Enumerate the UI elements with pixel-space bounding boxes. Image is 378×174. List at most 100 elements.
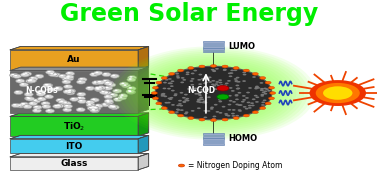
Circle shape — [27, 79, 36, 83]
Circle shape — [161, 77, 167, 79]
Circle shape — [210, 106, 214, 108]
Circle shape — [46, 70, 55, 74]
Circle shape — [252, 111, 258, 114]
Circle shape — [151, 92, 157, 94]
Circle shape — [63, 90, 72, 94]
Circle shape — [96, 72, 98, 73]
Circle shape — [218, 101, 222, 102]
Circle shape — [96, 88, 99, 90]
Circle shape — [156, 81, 162, 84]
Circle shape — [64, 85, 73, 89]
Circle shape — [55, 105, 58, 106]
Polygon shape — [10, 67, 149, 71]
Circle shape — [62, 101, 71, 106]
Text: = Nitrogen Doping Atom: = Nitrogen Doping Atom — [188, 161, 283, 170]
Circle shape — [76, 96, 85, 101]
Circle shape — [228, 109, 231, 111]
Circle shape — [176, 75, 180, 77]
Circle shape — [208, 76, 212, 78]
Circle shape — [183, 101, 186, 103]
Circle shape — [161, 93, 164, 95]
Circle shape — [229, 100, 232, 102]
Circle shape — [77, 99, 87, 104]
Circle shape — [88, 87, 91, 88]
Circle shape — [37, 97, 46, 101]
Bar — [10, 50, 138, 70]
Circle shape — [211, 80, 215, 82]
Circle shape — [197, 79, 201, 81]
Circle shape — [108, 105, 117, 109]
Circle shape — [113, 97, 122, 101]
Circle shape — [90, 98, 99, 102]
Circle shape — [235, 95, 239, 97]
Circle shape — [203, 101, 206, 102]
Circle shape — [237, 92, 241, 94]
Circle shape — [217, 85, 221, 86]
Circle shape — [170, 80, 174, 82]
Circle shape — [57, 104, 60, 106]
Circle shape — [223, 69, 227, 70]
Circle shape — [245, 97, 249, 99]
Bar — [10, 139, 138, 153]
Circle shape — [199, 91, 203, 93]
Circle shape — [129, 91, 132, 92]
Circle shape — [112, 75, 115, 76]
Circle shape — [222, 118, 228, 121]
Circle shape — [89, 106, 98, 110]
Circle shape — [237, 81, 240, 83]
Text: N-CQD: N-CQD — [187, 86, 215, 95]
Circle shape — [248, 105, 252, 106]
Circle shape — [71, 98, 74, 99]
Circle shape — [235, 115, 239, 117]
Circle shape — [101, 80, 110, 84]
Circle shape — [77, 92, 86, 96]
Circle shape — [167, 102, 171, 104]
Circle shape — [25, 72, 28, 74]
Circle shape — [263, 93, 267, 95]
Circle shape — [47, 110, 50, 111]
Circle shape — [178, 69, 184, 72]
Circle shape — [105, 82, 108, 83]
Circle shape — [48, 71, 51, 72]
Circle shape — [60, 101, 63, 102]
Circle shape — [25, 96, 34, 100]
Circle shape — [94, 71, 102, 75]
Circle shape — [186, 73, 189, 75]
Circle shape — [42, 105, 51, 109]
Circle shape — [217, 85, 229, 91]
Circle shape — [79, 81, 82, 82]
Circle shape — [220, 84, 223, 86]
Circle shape — [176, 105, 180, 106]
Circle shape — [23, 72, 32, 76]
Circle shape — [94, 88, 104, 92]
Circle shape — [38, 93, 41, 94]
Circle shape — [235, 85, 239, 86]
Circle shape — [28, 78, 36, 83]
Circle shape — [227, 80, 231, 82]
Circle shape — [22, 103, 25, 105]
Circle shape — [64, 104, 73, 108]
Circle shape — [268, 86, 274, 89]
Circle shape — [252, 76, 256, 78]
Circle shape — [207, 110, 211, 112]
Circle shape — [214, 88, 218, 90]
Circle shape — [33, 109, 42, 113]
Circle shape — [180, 92, 183, 94]
Circle shape — [128, 90, 131, 92]
Circle shape — [188, 67, 194, 69]
Circle shape — [194, 70, 197, 71]
Circle shape — [245, 108, 248, 109]
Circle shape — [181, 77, 184, 79]
Circle shape — [65, 108, 68, 110]
Circle shape — [174, 94, 177, 96]
Circle shape — [103, 103, 106, 105]
Circle shape — [26, 93, 29, 94]
Circle shape — [234, 80, 238, 82]
Circle shape — [227, 115, 231, 117]
Circle shape — [178, 114, 184, 117]
Circle shape — [152, 97, 158, 100]
Circle shape — [9, 73, 19, 77]
Circle shape — [251, 105, 255, 106]
Circle shape — [187, 88, 191, 90]
Circle shape — [118, 96, 127, 100]
